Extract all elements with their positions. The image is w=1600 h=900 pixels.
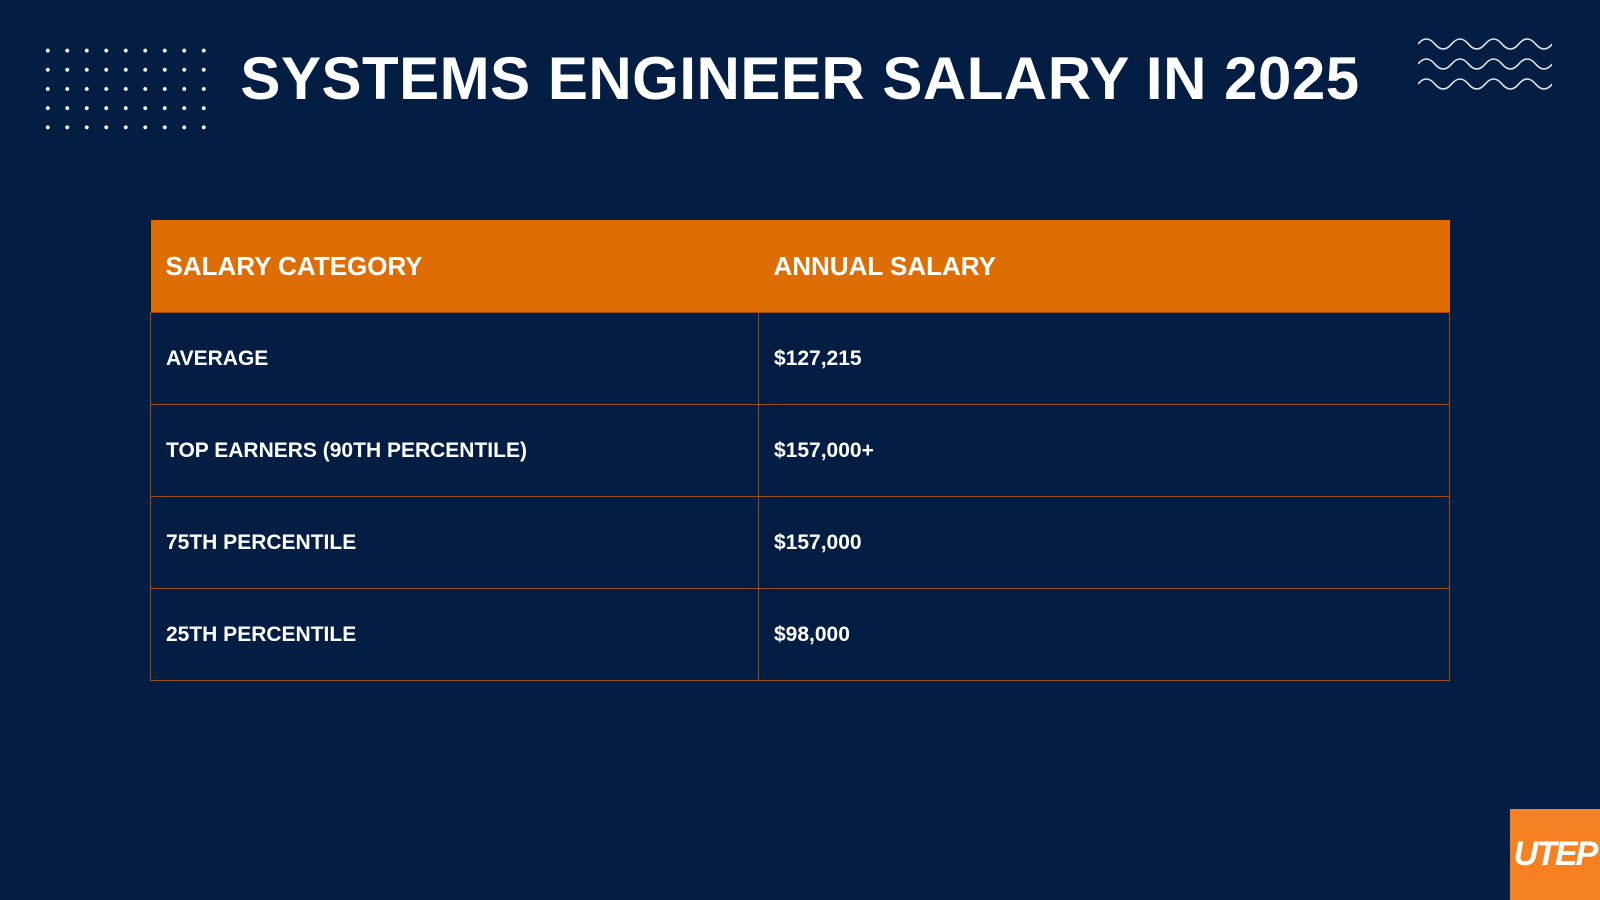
category-cell: 25TH PERCENTILE	[150, 588, 759, 681]
logo-text: UTEP	[1513, 835, 1599, 873]
category-cell: AVERAGE	[150, 312, 759, 405]
category-cell: 75TH PERCENTILE	[150, 496, 759, 589]
salary-cell: $127,215	[758, 312, 1450, 405]
salary-cell: $157,000	[758, 496, 1450, 589]
category-cell: TOP EARNERS (90TH PERCENTILE)	[150, 404, 759, 497]
salary-cell: $157,000+	[758, 404, 1450, 497]
salary-cell: $98,000	[758, 588, 1450, 681]
wave-lines-decoration	[1418, 38, 1552, 90]
table-row: AVERAGE $127,215	[150, 312, 1450, 405]
table-row: 25TH PERCENTILE $98,000	[150, 588, 1450, 681]
salary-table: SALARY CATEGORY ANNUAL SALARY AVERAGE $1…	[150, 220, 1450, 681]
column-header-category: SALARY CATEGORY	[150, 220, 759, 313]
utep-logo: UTEP	[1510, 809, 1600, 900]
dot-grid-decoration	[38, 41, 220, 141]
column-header-salary: ANNUAL SALARY	[758, 220, 1450, 313]
table-row: TOP EARNERS (90TH PERCENTILE) $157,000+	[150, 404, 1450, 497]
page-title: SYSTEMS ENGINEER SALARY IN 2025	[240, 45, 1360, 112]
table-row: 75TH PERCENTILE $157,000	[150, 496, 1450, 589]
table-header-row: SALARY CATEGORY ANNUAL SALARY	[150, 220, 1450, 313]
